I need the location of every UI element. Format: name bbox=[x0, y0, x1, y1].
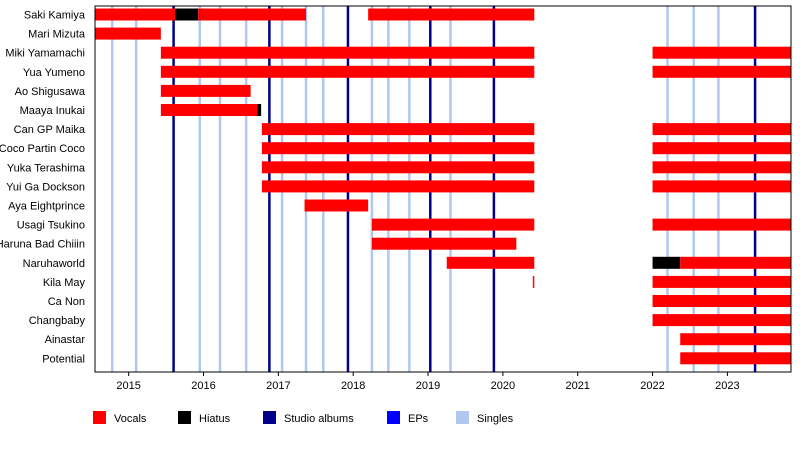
member-name-label: Saki Kamiya bbox=[24, 10, 86, 22]
legend-label: Vocals bbox=[114, 413, 147, 425]
vocals-bar bbox=[160, 104, 258, 116]
vocals-bar bbox=[652, 275, 791, 288]
vocals-bar bbox=[652, 180, 791, 193]
member-name-label: Maaya Inukai bbox=[20, 105, 85, 117]
member-labels: Saki Kamiya Mari Mizuta Miki Yamamachi Yua … bbox=[0, 10, 86, 366]
vocals-bar bbox=[160, 46, 535, 59]
vocals-bar bbox=[95, 8, 176, 21]
vocals-bar bbox=[446, 256, 535, 269]
legend-label: Studio albums bbox=[284, 413, 354, 425]
vocals-bar bbox=[652, 161, 791, 174]
member-name-label: Can GP Maika bbox=[14, 124, 86, 136]
x-tick-label: 2021 bbox=[565, 380, 589, 392]
member-name-label: Ainastar bbox=[45, 334, 86, 346]
vocals-bar bbox=[261, 123, 535, 136]
legend-swatch bbox=[263, 411, 276, 424]
vocals-bar bbox=[261, 142, 535, 155]
legend: Vocals Hiatus Studio albums EPs Singles bbox=[93, 411, 514, 425]
member-name-label: Potential bbox=[42, 353, 85, 365]
hiatus-bar bbox=[175, 8, 199, 21]
vocals-bar bbox=[198, 8, 307, 21]
vocals-bar bbox=[652, 46, 791, 59]
member-name-label: Haruna Bad Chiiin bbox=[0, 239, 85, 251]
vocals-bar bbox=[371, 218, 535, 231]
member-name-label: Mari Mizuta bbox=[28, 29, 86, 41]
legend-swatch bbox=[456, 411, 469, 424]
vocals-bar bbox=[261, 180, 535, 193]
member-name-label: Miki Yamamachi bbox=[5, 48, 85, 60]
vocals-bar bbox=[371, 237, 517, 250]
member-name-label: Kila May bbox=[43, 277, 86, 289]
member-name-label: Naruhaworld bbox=[23, 258, 85, 270]
legend-swatch bbox=[93, 411, 106, 424]
x-tick-label: 2023 bbox=[715, 380, 739, 392]
hiatus-bar bbox=[652, 256, 681, 269]
x-tick-label: 2019 bbox=[416, 380, 440, 392]
legend-swatch bbox=[387, 411, 400, 424]
legend-swatch bbox=[178, 411, 191, 424]
vocals-bar bbox=[261, 161, 535, 174]
legend-label: Hiatus bbox=[199, 413, 231, 425]
vocals-bar bbox=[160, 65, 535, 78]
vocals-bar bbox=[160, 84, 251, 97]
x-tick-label: 2018 bbox=[341, 380, 365, 392]
vocals-bar bbox=[652, 142, 791, 155]
x-tick-label: 2020 bbox=[491, 380, 515, 392]
member-bars bbox=[95, 8, 791, 365]
legend-label: EPs bbox=[408, 413, 429, 425]
vocals-bar bbox=[680, 333, 791, 346]
member-name-label: Yuka Terashima bbox=[7, 162, 86, 174]
x-tick-label: 2015 bbox=[116, 380, 140, 392]
plot-frame bbox=[94, 5, 792, 373]
vocals-bar bbox=[652, 295, 791, 307]
vocals-bar bbox=[304, 199, 369, 212]
vocals-bar bbox=[652, 218, 791, 231]
x-tick-label: 2016 bbox=[191, 380, 215, 392]
vocals-bar bbox=[95, 27, 161, 40]
vocals-bar bbox=[680, 352, 791, 365]
x-tick-label: 2017 bbox=[266, 380, 290, 392]
member-name-label: Yui Ga Dockson bbox=[6, 181, 85, 193]
member-name-label: Yua Yumeno bbox=[23, 67, 85, 79]
member-name-label: Ca Non bbox=[48, 296, 85, 308]
member-name-label: Aya Eightprince bbox=[8, 201, 85, 213]
member-name-label: Ao Shigusawa bbox=[15, 86, 86, 98]
vocals-bar bbox=[680, 256, 791, 269]
vocals-bar bbox=[652, 314, 791, 327]
vocals-bar bbox=[368, 8, 535, 21]
x-axis: 2015 2016 2017 2018 2019 2020 2021 2022 2023 bbox=[94, 5, 792, 392]
vocals-bar bbox=[532, 275, 535, 288]
legend-label: Singles bbox=[477, 413, 514, 425]
vocals-bar bbox=[652, 65, 791, 78]
member-name-label: Changbaby bbox=[29, 315, 86, 327]
x-tick-label: 2022 bbox=[640, 380, 664, 392]
member-name-label: Usagi Tsukino bbox=[17, 220, 85, 232]
vocals-bar bbox=[652, 123, 791, 136]
member-name-label: Coco Partin Coco bbox=[0, 143, 85, 155]
hiatus-bar bbox=[257, 104, 262, 116]
